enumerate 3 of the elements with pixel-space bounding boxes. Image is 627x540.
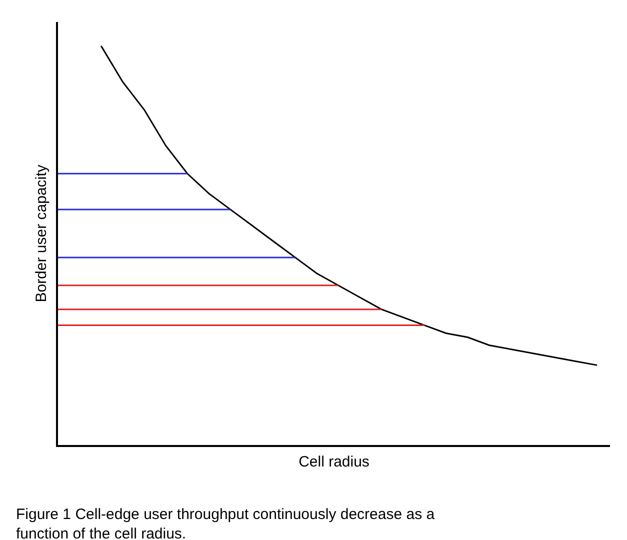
y-axis-title: Border user capacity: [33, 164, 50, 302]
caption: Figure 1 Cell-edge user throughput continuously decrease as a function of the cell radius.: [16, 506, 436, 540]
x-axis-title: Cell radius: [298, 454, 370, 471]
